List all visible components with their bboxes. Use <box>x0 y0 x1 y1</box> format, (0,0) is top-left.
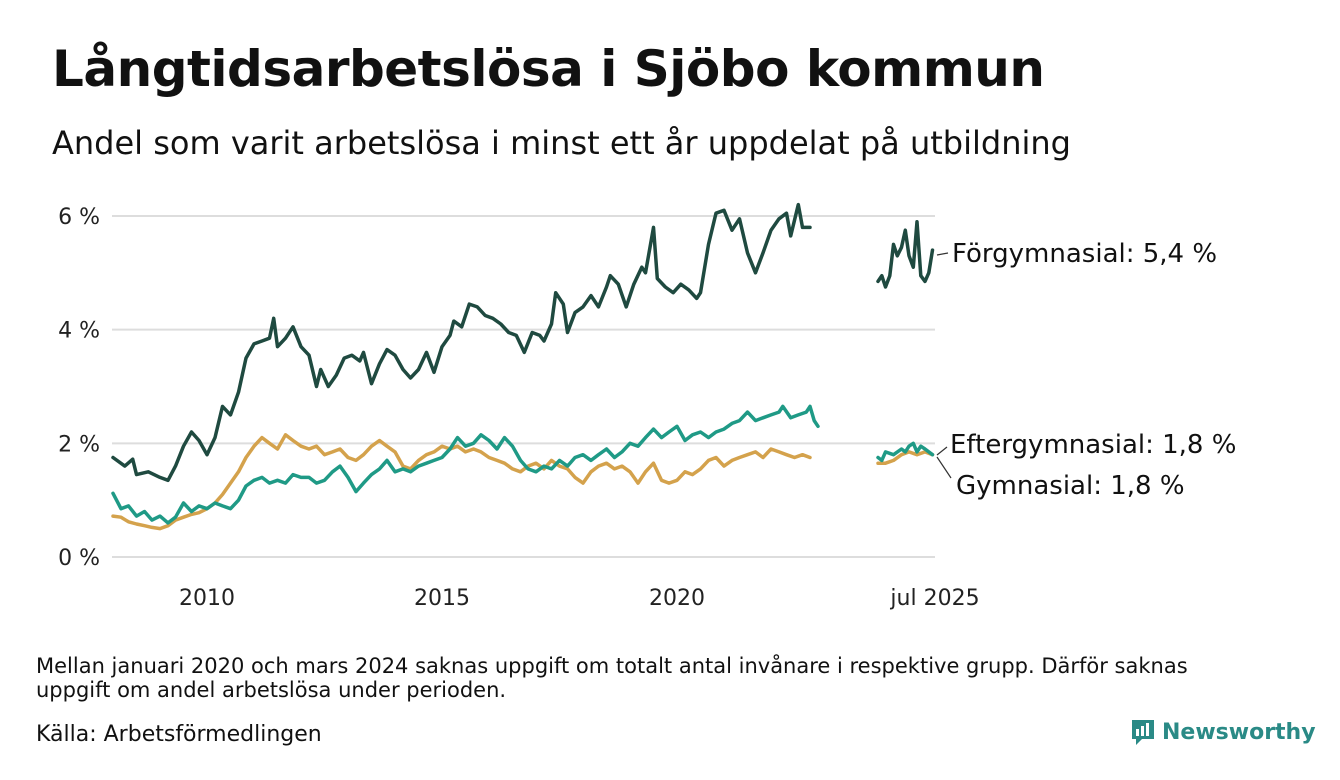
series-line-forgymnasial <box>111 202 812 483</box>
page-subtitle: Andel som varit arbetslösa i minst ett å… <box>52 124 1071 162</box>
series-line-eftergymnasial <box>876 441 935 463</box>
footnote: Mellan januari 2020 och mars 2024 saknas… <box>36 654 1188 702</box>
series-label-gymnasial: Gymnasial: 1,8 % <box>956 471 1185 501</box>
brand-logo[interactable]: Newsworthy <box>1130 718 1316 746</box>
y-tick-label: 4 % <box>58 319 100 344</box>
newsworthy-logo-icon <box>1132 720 1154 745</box>
x-tick-label: jul 2025 <box>889 586 979 611</box>
y-tick-label: 0 % <box>58 546 100 571</box>
series-line-eftergymnasial <box>111 404 820 525</box>
page-title: Långtidsarbetslösa i Sjöbo kommun <box>52 40 1045 98</box>
y-tick-label: 2 % <box>58 432 100 457</box>
series-label-forgymnasial: Förgymnasial: 5,4 % <box>952 239 1217 269</box>
line-chart: 0 % 2 % 4 % 6 % 2010 2015 2020 jul 2025 Förgymna… <box>58 202 1236 611</box>
x-tick-label: 2020 <box>649 586 705 611</box>
y-tick-label: 6 % <box>58 205 100 230</box>
label-leader-eftergymnasial <box>936 446 948 456</box>
x-tick-label: 2010 <box>179 586 235 611</box>
x-tick-label: 2015 <box>414 586 470 611</box>
series-line-gymnasial <box>111 433 812 531</box>
series-line-forgymnasial <box>876 219 935 289</box>
label-leader-forgymnasial <box>936 252 949 256</box>
label-leader-gymnasial <box>936 456 952 479</box>
brand-name: Newsworthy <box>1162 719 1316 745</box>
series-label-eftergymnasial: Eftergymnasial: 1,8 % <box>950 430 1236 460</box>
source-credit: Källa: Arbetsförmedlingen <box>36 722 322 747</box>
